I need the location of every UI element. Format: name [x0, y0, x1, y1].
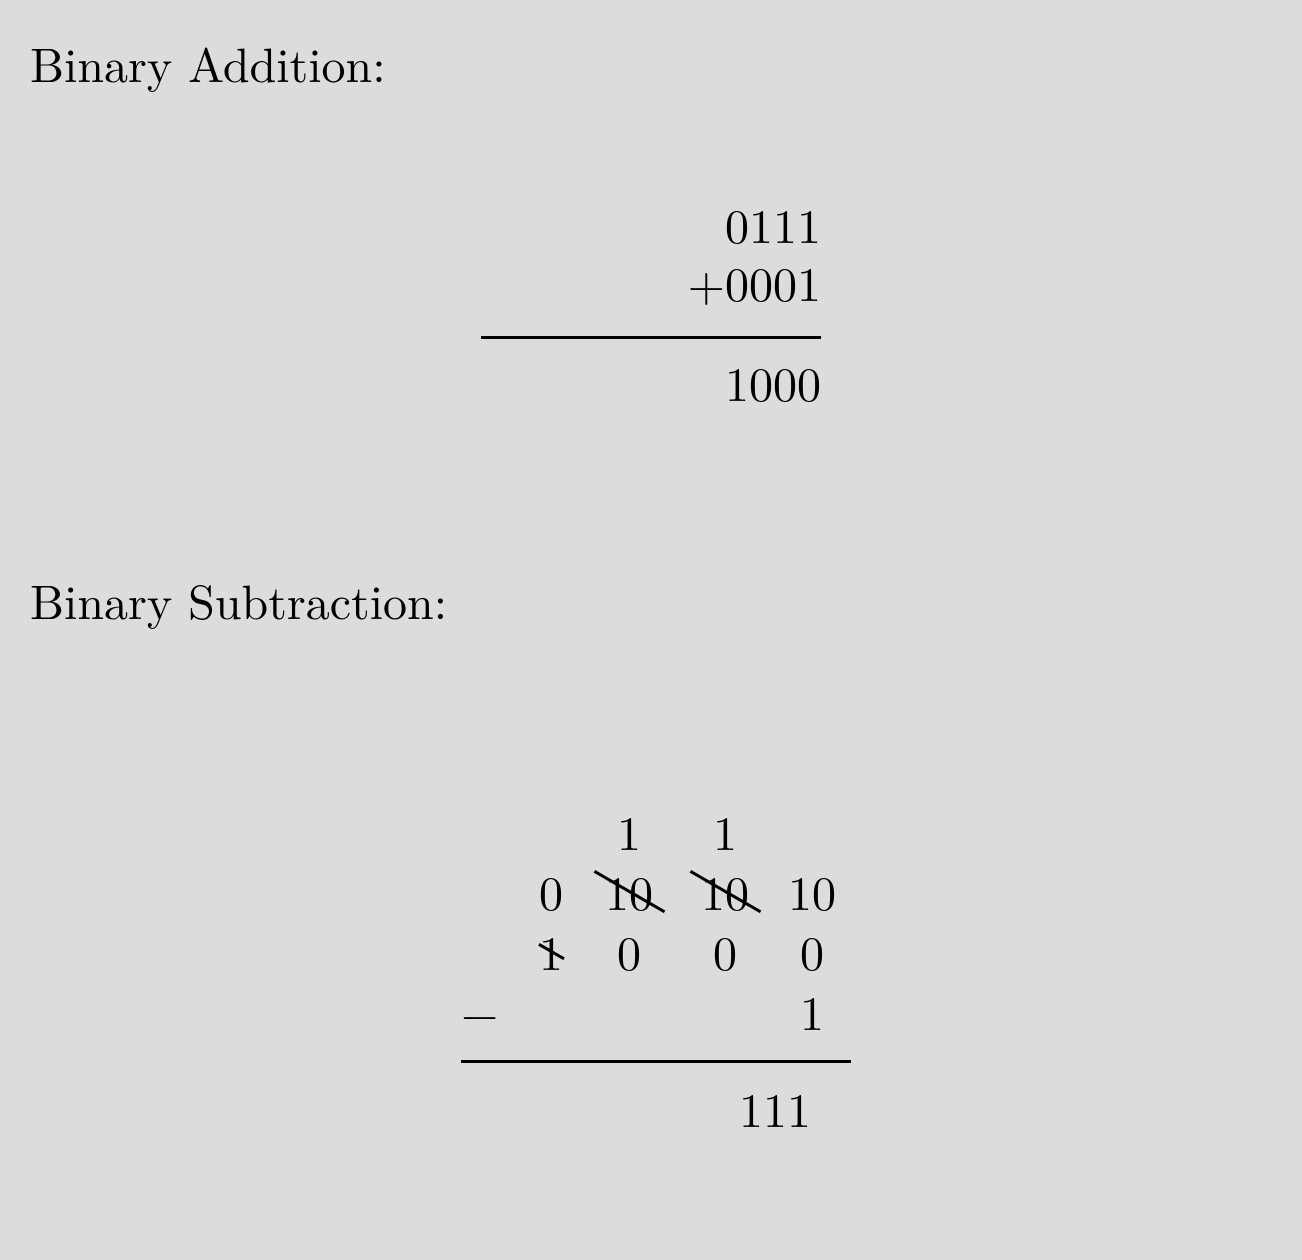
minuend-cell: 1: [521, 920, 581, 980]
minuend-cell: 0: [677, 920, 773, 980]
addition-rule: [481, 336, 821, 339]
carry-cell: 1: [677, 800, 773, 860]
addition-heading: Binary Addition:: [30, 28, 386, 96]
borrow-cell: 10: [677, 860, 773, 920]
minus-sign: −: [461, 980, 521, 1040]
subtraction-result: 111: [461, 1073, 851, 1141]
carry-cell: 1: [581, 800, 677, 860]
subtraction-carry-row: 1 1: [461, 800, 851, 860]
subtraction-table: 1 1 0 10 10 10 1: [461, 800, 851, 1141]
subtraction-block: 1 1 0 10 10 10 1: [461, 800, 841, 1141]
subtraction-subtrahend-row: − 1: [461, 980, 851, 1040]
subtrahend-cell: 1: [773, 980, 851, 1040]
subtraction-heading: Binary Subtraction:: [30, 565, 447, 633]
borrow-cell: 10: [581, 860, 677, 920]
subtraction-minuend-row: 1 0 0 0: [461, 920, 851, 980]
borrow-cell: 0: [521, 860, 581, 920]
addition-block: 0111 +0001 1000: [481, 195, 821, 411]
addition-result: 1000: [481, 353, 821, 411]
subtraction-borrow-row: 0 10 10 10: [461, 860, 851, 920]
addition-operand-1: 0111: [481, 195, 821, 253]
subtraction-rule: [461, 1060, 851, 1063]
minuend-cell: 0: [773, 920, 851, 980]
addition-operand-2: +0001: [481, 253, 821, 311]
minuend-cell: 0: [581, 920, 677, 980]
borrow-cell: 10: [773, 860, 851, 920]
